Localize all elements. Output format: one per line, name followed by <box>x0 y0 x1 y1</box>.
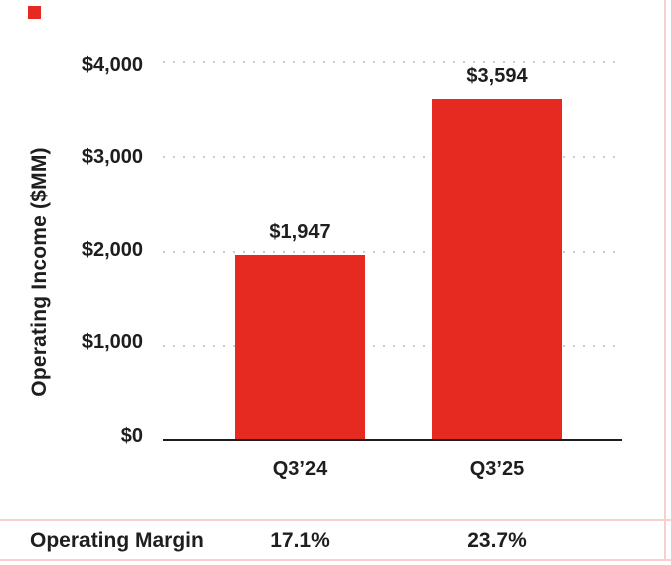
gridline-1000 <box>163 345 622 347</box>
red-accent-square <box>28 6 41 19</box>
bar-value-label-q3-24: $1,947 <box>269 221 331 243</box>
gridline-4000 <box>163 61 622 63</box>
bar-q3-24 <box>235 255 365 439</box>
operating-margin-label: Operating Margin <box>30 529 204 552</box>
bar-value-label-q3-25: $3,594 <box>466 65 528 87</box>
x-tick-q3-25: Q3’25 <box>469 458 525 480</box>
footer-top-divider <box>0 519 671 521</box>
footer-bottom-divider <box>0 559 671 561</box>
gridline-2000 <box>163 251 622 253</box>
bar-q3-25 <box>432 99 562 439</box>
x-axis-line <box>163 439 622 441</box>
x-tick-q3-24: Q3’24 <box>272 458 328 480</box>
operating-margin-q3-25: 23.7% <box>467 529 527 552</box>
y-axis-title: Operating Income ($MM) <box>28 147 51 397</box>
y-tick-4000: $4,000 <box>81 54 143 76</box>
operating-margin-q3-24: 17.1% <box>270 529 330 552</box>
y-tick-3000: $3,000 <box>81 146 143 168</box>
bar-group-q3-24: $1,947 <box>235 221 365 439</box>
y-tick-0: $0 <box>120 425 143 447</box>
y-tick-2000: $2,000 <box>81 239 143 261</box>
bar-group-q3-25: $3,594 <box>432 65 562 439</box>
right-edge-border <box>664 0 666 561</box>
y-tick-1000: $1,000 <box>81 331 143 353</box>
gridline-3000 <box>163 156 622 158</box>
